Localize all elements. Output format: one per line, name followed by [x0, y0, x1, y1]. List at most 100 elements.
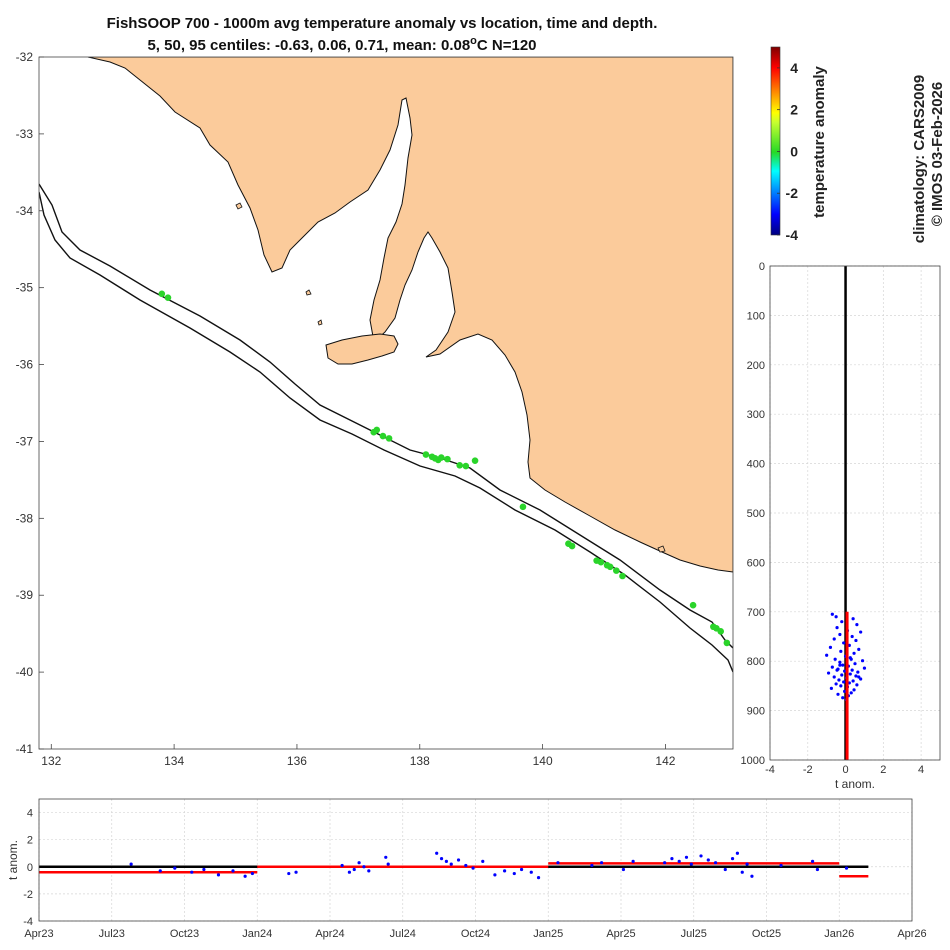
title-degree-symbol: o: [470, 35, 477, 47]
time-anomaly-point: [129, 862, 133, 866]
land-islet: [235, 202, 243, 210]
land-mainland: [87, 57, 733, 573]
map-x-tick-label: 140: [533, 754, 553, 768]
map-observation-point: [379, 432, 387, 440]
map-observation-point: [613, 567, 620, 574]
time-anomaly-point: [590, 863, 594, 868]
map-observation-point: [373, 426, 381, 434]
depth-anomaly-point: [842, 641, 846, 645]
depth-anomaly-point: [852, 688, 856, 692]
depth-anomaly-point: [857, 647, 861, 651]
time-anomaly-point: [435, 851, 439, 855]
depth-anomaly-point: [859, 630, 863, 634]
map-y-tick-label: -32: [16, 50, 34, 64]
depth-x-tick-label: -4: [765, 764, 775, 776]
time-anomaly-point: [556, 861, 560, 865]
depth-anomaly-point: [857, 675, 861, 679]
time-anomaly-point: [699, 854, 703, 858]
depth-anomaly-point: [825, 653, 829, 657]
title-centiles: 5, 50, 95 centiles: -0.63, 0.06, 0.71, m…: [147, 37, 470, 54]
depth-anomaly-point: [853, 662, 857, 666]
map-observation-point: [519, 503, 527, 511]
map-x-tick-label: 134: [164, 754, 184, 768]
depth-anomaly-point: [856, 670, 860, 674]
map-y-tick-label: -37: [16, 434, 34, 448]
map-panel: 132 134 136 138 140 142 -32 -33 -34 -35 -36 -37 -38 -…: [16, 50, 734, 768]
depth-anomaly-point: [837, 678, 841, 682]
depth-anomaly-point: [850, 668, 854, 672]
map-observation-point: [422, 451, 430, 458]
time-anomaly-point: [730, 857, 735, 861]
time-anomaly-point: [471, 866, 475, 870]
time-anomaly-point: [684, 855, 689, 859]
time-x-tick-label: Jan26: [824, 928, 854, 940]
depth-y-tick-label: 600: [747, 557, 765, 569]
time-anomaly-point: [444, 859, 448, 863]
time-anomaly-point: [815, 867, 820, 872]
map-observation-point: [164, 294, 172, 301]
depth-anomaly-point: [843, 669, 847, 673]
depth-anomaly-point: [836, 692, 840, 696]
isobath-outer: [39, 191, 733, 673]
time-anomaly-point: [352, 867, 356, 872]
map-observation-point: [717, 628, 725, 635]
depth-y-tick-label: 800: [747, 656, 765, 668]
climatology-credit: climatology: CARS2009: [911, 75, 928, 243]
map-observation-point: [597, 558, 605, 566]
depth-x-label: t anom.: [835, 777, 875, 791]
colorbar-ticks: -4 -2 0 2 4: [777, 60, 798, 243]
map-observation-point: [437, 454, 445, 461]
map-observation-points: [158, 290, 731, 647]
time-x-tick-label: Jan25: [533, 928, 563, 940]
time-y-tick-label: -4: [23, 916, 33, 928]
time-y-tick-label: 4: [27, 808, 33, 820]
time-anomaly-point: [740, 870, 744, 874]
depth-anomaly-point: [840, 673, 844, 677]
time-anomaly-points: [129, 851, 849, 880]
time-anomaly-point: [810, 859, 815, 863]
depth-anomaly-point: [862, 666, 867, 670]
colorbar-gradient: [770, 46, 781, 236]
map-observation-point: [471, 457, 479, 464]
map-y-tick-label: -41: [16, 742, 34, 756]
time-anomaly-point: [706, 858, 710, 862]
depth-anomaly-points: [825, 612, 867, 702]
time-anomaly-point: [158, 869, 162, 873]
map-axes-frame: [38, 56, 734, 750]
time-anomaly-point: [503, 869, 507, 873]
depth-axes-frame: [769, 265, 941, 761]
depth-anomaly-point: [829, 686, 833, 690]
time-anomaly-point: [600, 861, 604, 865]
time-y-label: t anom.: [6, 840, 20, 880]
depth-anomaly-point: [860, 659, 865, 663]
time-anomaly-point: [250, 871, 254, 876]
time-x-tick-label: Oct24: [461, 928, 490, 940]
land-kangaroo-island: [325, 333, 399, 365]
time-anomaly-point: [519, 867, 524, 872]
time-anomaly-point: [439, 857, 444, 861]
depth-anomaly-point: [832, 675, 836, 679]
depth-anomaly-point: [851, 617, 855, 621]
depth-anomaly-point: [830, 665, 834, 669]
time-x-tick-label: Jul24: [390, 928, 416, 940]
depth-anomaly-point: [849, 657, 853, 661]
depth-panel: -4 -2 0 2 401002003004005006007008009001000 …: [741, 261, 941, 791]
depth-anomaly-point: [828, 645, 833, 649]
time-anomaly-point: [621, 867, 626, 872]
time-anomaly-point: [536, 876, 541, 880]
time-anomaly-point: [663, 861, 667, 865]
time-anomaly-point: [745, 862, 749, 866]
depth-anomaly-point: [838, 660, 842, 664]
time-anomaly-point: [689, 862, 693, 866]
title-line-1: FishSOOP 700 - 1000m avg temperature ano…: [107, 15, 658, 32]
time-monthly-means: [39, 862, 869, 878]
map-observation-point: [385, 435, 393, 442]
title-unit-count: C N=120: [477, 37, 537, 54]
map-y-tick-label: -38: [16, 511, 34, 525]
depth-anomaly-point: [834, 615, 838, 619]
time-x-tick-label: Apr26: [897, 928, 926, 940]
time-axes-frame: [38, 798, 913, 922]
colorbar-tick-label: 0: [790, 143, 798, 159]
map-observation-point: [444, 455, 451, 463]
time-anomaly-point: [340, 863, 344, 868]
